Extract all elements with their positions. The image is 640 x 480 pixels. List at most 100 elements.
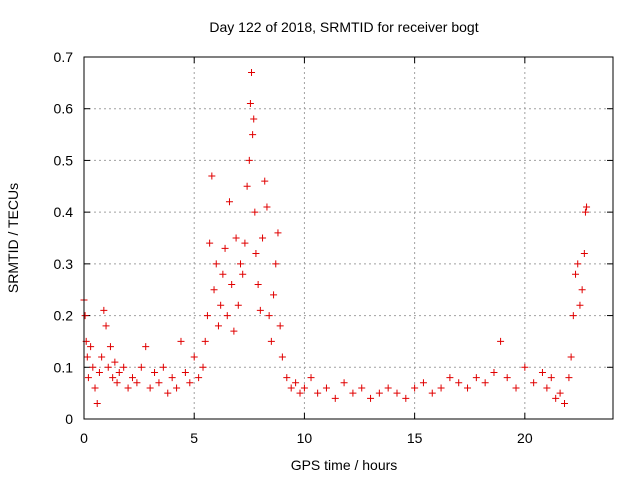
data-point	[367, 394, 375, 402]
data-point	[411, 384, 419, 392]
data-point	[146, 384, 154, 392]
x-tick-label: 10	[297, 430, 313, 446]
data-point	[437, 384, 445, 392]
data-point	[102, 322, 110, 330]
data-point	[249, 131, 257, 139]
data-point	[195, 374, 203, 382]
data-point	[428, 389, 436, 397]
y-tick-label: 0.2	[54, 308, 74, 324]
data-point	[567, 353, 575, 361]
data-point	[267, 337, 275, 345]
data-point	[173, 384, 181, 392]
data-point	[225, 198, 233, 206]
data-point	[109, 374, 117, 382]
data-point	[581, 208, 589, 216]
data-point	[186, 379, 194, 387]
data-point	[93, 399, 101, 407]
data-point	[490, 368, 498, 376]
data-point	[578, 286, 586, 294]
data-point	[100, 306, 108, 314]
data-point	[190, 353, 198, 361]
data-point	[84, 374, 92, 382]
chart-title: Day 122 of 2018, SRMTID for receiver bog…	[209, 19, 478, 35]
y-tick-label: 0.5	[54, 152, 74, 168]
data-point	[115, 368, 123, 376]
data-point	[340, 379, 348, 387]
data-point	[538, 368, 546, 376]
data-point	[358, 384, 366, 392]
data-point	[349, 389, 357, 397]
data-point	[259, 234, 267, 242]
y-tick-label: 0.7	[54, 49, 74, 65]
data-point	[580, 250, 588, 258]
data-point	[243, 182, 251, 190]
data-point	[199, 363, 207, 371]
x-tick-label: 5	[190, 430, 198, 446]
data-point	[113, 379, 121, 387]
data-point	[155, 379, 163, 387]
data-point	[241, 239, 249, 247]
data-point	[128, 374, 136, 382]
data-point	[254, 281, 262, 289]
data-point	[232, 234, 240, 242]
data-point	[142, 343, 150, 351]
data-point	[133, 379, 141, 387]
data-point	[223, 312, 231, 320]
data-point	[375, 389, 383, 397]
data-point	[95, 368, 103, 376]
data-point	[206, 239, 214, 247]
x-tick-label: 15	[407, 430, 423, 446]
data-point	[87, 343, 95, 351]
y-tick-label: 0.4	[54, 204, 74, 220]
data-point	[177, 337, 185, 345]
data-point	[583, 203, 591, 211]
data-point	[402, 394, 410, 402]
data-point	[261, 177, 269, 185]
data-point	[287, 384, 295, 392]
data-point	[248, 69, 256, 77]
data-point	[230, 327, 238, 335]
data-point	[251, 208, 259, 216]
data-point	[236, 260, 244, 268]
data-point	[81, 312, 89, 320]
data-points	[80, 69, 591, 407]
data-point	[256, 306, 264, 314]
data-point	[276, 322, 284, 330]
data-point	[120, 363, 128, 371]
data-point	[239, 270, 247, 278]
data-point	[547, 374, 555, 382]
data-point	[234, 301, 242, 309]
y-tick-label: 0.3	[54, 256, 74, 272]
data-point	[512, 384, 520, 392]
y-axis-label: SRMTID / TECUs	[5, 183, 21, 293]
data-point	[556, 389, 564, 397]
y-tick-label: 0.6	[54, 101, 74, 117]
data-point	[263, 203, 271, 211]
data-point	[265, 312, 273, 320]
data-point	[446, 374, 454, 382]
data-point	[210, 286, 218, 294]
data-point	[455, 379, 463, 387]
data-point	[212, 260, 220, 268]
y-tick-label: 0	[65, 411, 73, 427]
data-point	[203, 312, 211, 320]
x-axis-label: GPS time / hours	[291, 457, 398, 473]
data-point	[283, 374, 291, 382]
data-point	[91, 384, 99, 392]
data-point	[384, 384, 392, 392]
data-point	[530, 379, 538, 387]
data-point	[104, 363, 112, 371]
data-point	[181, 368, 189, 376]
data-point	[106, 343, 114, 351]
data-point	[89, 363, 97, 371]
data-point	[552, 394, 560, 402]
data-point	[472, 374, 480, 382]
data-point	[300, 384, 308, 392]
data-point	[481, 379, 489, 387]
data-point	[314, 389, 322, 397]
data-point	[245, 156, 253, 164]
data-point	[201, 337, 209, 345]
data-point	[272, 260, 280, 268]
data-point	[497, 337, 505, 345]
